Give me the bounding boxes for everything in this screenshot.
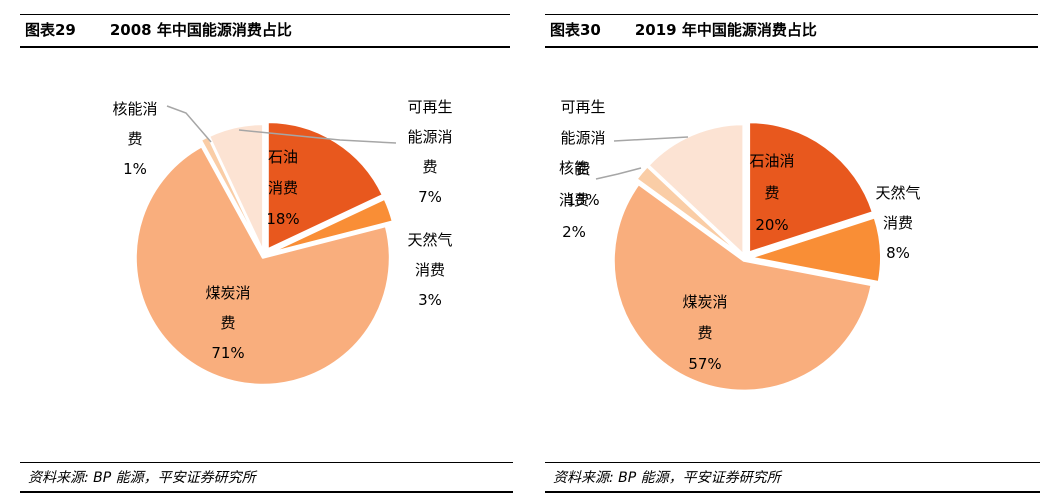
pie-slice-石油消费 (266, 121, 384, 251)
label-line: 消费 (882, 214, 913, 232)
leader-line-可再生能源消费 (238, 129, 397, 144)
pie-slice-天然气消费 (268, 197, 394, 254)
label-line: 费 (127, 130, 143, 148)
pie-slice-可再生能源消费 (208, 123, 265, 253)
pie-slice-核能消费 (200, 135, 264, 253)
figure-header-2008: 图表29 2008 年中国能源消费占比 (20, 14, 510, 48)
pie-slice-煤炭消费 (134, 145, 391, 386)
pie-label-gas-2019: 天然气 消费 8% (864, 178, 932, 268)
source-text: 资料来源: BP 能源，平安证券研究所 (553, 470, 781, 486)
label-line: 核能 (558, 159, 589, 177)
pie-slice-石油消费 (748, 121, 874, 254)
pie-label-renewable-2019: 可再生 能源消 费 13% (549, 92, 617, 216)
label-line: 费 (422, 158, 438, 176)
pie-slice-可再生能源消费 (647, 123, 745, 256)
pie-label-coal-2008: 煤炭消 费 71% (192, 278, 264, 368)
label-line: 消费 (267, 179, 298, 197)
label-value: 3% (418, 291, 442, 309)
label-value: 18% (266, 210, 300, 228)
label-line: 费 (764, 184, 780, 202)
label-line: 费 (697, 324, 713, 342)
pie-label-coal-2019: 煤炭消 费 57% (669, 287, 741, 380)
label-line: 核能消 (112, 100, 158, 118)
label-value: 1% (123, 160, 147, 178)
pie-slice-煤炭消费 (612, 183, 873, 392)
label-value: 2% (562, 223, 586, 241)
label-value: 71% (211, 344, 245, 362)
leader-line-核能消费 (595, 167, 642, 180)
pie-label-nuclear-2019: 核能 消费 2% (540, 152, 608, 248)
source-note-2019: 资料来源: BP 能源，平安证券研究所 (545, 462, 1040, 493)
source-text: 资料来源: BP 能源，平安证券研究所 (28, 470, 256, 486)
label-line: 能源消 (560, 129, 606, 147)
pie-label-gas-2008: 天然气 消费 3% (396, 225, 464, 315)
label-line: 石油消 (749, 152, 795, 170)
label-line: 石油 (267, 148, 298, 166)
label-value: 20% (755, 216, 789, 234)
source-note-2008: 资料来源: BP 能源，平安证券研究所 (20, 462, 513, 493)
label-line: 天然气 (875, 184, 921, 202)
leader-line-可再生能源消费 (613, 136, 689, 142)
figure-header-2019: 图表30 2019 年中国能源消费占比 (545, 14, 1038, 48)
pie-slice-核能消费 (635, 165, 743, 257)
pie-label-oil-2008: 石油 消费 18% (250, 142, 316, 235)
leader-line-核能消费 (166, 105, 212, 143)
pie-label-nuclear-2008: 核能消 费 1% (101, 94, 169, 184)
label-line: 消费 (414, 261, 445, 279)
figure-tag: 图表29 (25, 21, 76, 39)
label-value: 13% (566, 191, 600, 209)
label-line: 煤炭消 (205, 284, 251, 302)
label-line: 可再生 (560, 98, 606, 116)
label-line: 可再生 (407, 98, 453, 116)
label-value: 7% (418, 188, 442, 206)
label-line: 消费 (558, 191, 589, 209)
label-line: 煤炭消 (682, 293, 728, 311)
figure-title: 2008 年中国能源消费占比 (109, 21, 292, 39)
label-line: 天然气 (407, 231, 453, 249)
label-value: 8% (886, 244, 910, 262)
pie-label-oil-2019: 石油消 费 20% (739, 145, 805, 241)
label-value: 57% (688, 355, 722, 373)
figure-title: 2019 年中国能源消费占比 (634, 21, 817, 39)
figure-tag: 图表30 (550, 21, 601, 39)
label-line: 费 (575, 160, 591, 178)
pie-label-renewable-2008: 可再生 能源消 费 7% (396, 92, 464, 212)
label-line: 费 (220, 314, 236, 332)
pie-slice-天然气消费 (750, 216, 882, 283)
label-line: 能源消 (407, 128, 453, 146)
